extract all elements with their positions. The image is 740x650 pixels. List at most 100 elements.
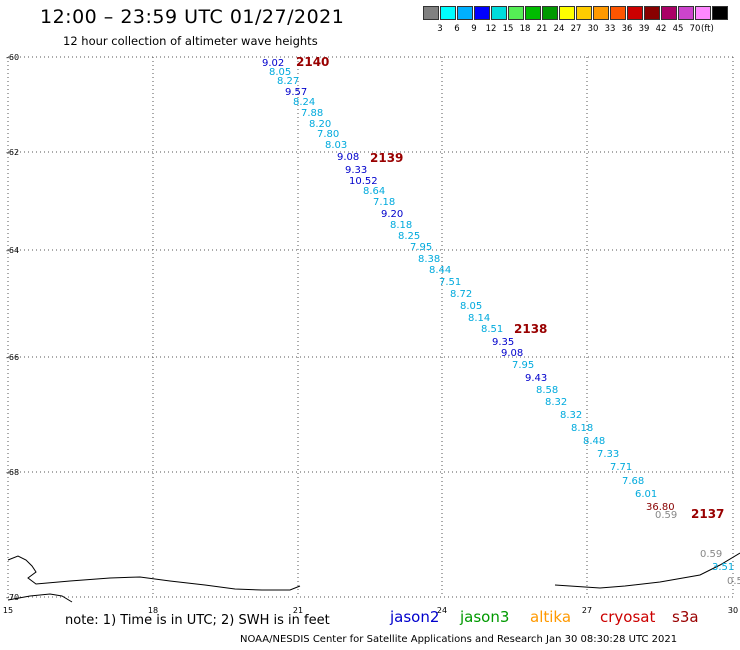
swh-value: 8.51 — [481, 324, 503, 335]
legend-label: 12 — [485, 24, 497, 34]
legend-swatch — [491, 6, 507, 20]
swh-value: 0.59 — [700, 549, 722, 560]
color-legend: 3 6 9 12 15 18 21 24 27 30 33 36 39 42 45 70 (ft) — [423, 6, 729, 34]
legend-swatch — [695, 6, 711, 20]
swh-value: 8.72 — [450, 289, 472, 300]
swh-value: 9.20 — [381, 209, 403, 220]
swh-value: 8.32 — [560, 410, 582, 421]
swh-value: 7.51 — [439, 277, 461, 288]
legend-swatch — [508, 6, 524, 20]
longitude-label: 27 — [582, 606, 592, 615]
latitude-label: -60 — [6, 53, 19, 62]
swh-value: 8.44 — [429, 265, 451, 276]
page-subtitle: 12 hour collection of altimeter wave hei… — [63, 34, 318, 48]
latitude-label: -66 — [6, 353, 19, 362]
legend-swatch — [712, 6, 728, 20]
swh-value: 8.24 — [293, 97, 315, 108]
swh-value: 8.03 — [325, 140, 347, 151]
swh-value: 9.57 — [285, 87, 307, 98]
longitude-label: 21 — [293, 606, 303, 615]
legend-swatch — [457, 6, 473, 20]
swh-value: 9.08 — [337, 152, 359, 163]
swh-value: 0.5 — [727, 576, 740, 587]
swh-value: 10.52 — [349, 176, 378, 187]
swh-value: 8.18 — [571, 423, 593, 434]
coastline — [7, 555, 301, 591]
swh-value: 7.18 — [373, 197, 395, 208]
latitude-label: -64 — [6, 246, 19, 255]
swh-value: 7.33 — [597, 449, 619, 460]
legend-label: 21 — [536, 24, 548, 34]
satellite-name: jason2 — [390, 608, 440, 626]
coastline-south — [7, 593, 73, 603]
legend-label: 9 — [471, 24, 477, 34]
legend-label: 27 — [570, 24, 582, 34]
latitude-label: -68 — [6, 468, 19, 477]
legend-label: 45 — [672, 24, 684, 34]
swh-value: 8.38 — [418, 254, 440, 265]
legend-swatch — [644, 6, 660, 20]
satellite-name: cryosat — [600, 608, 656, 626]
legend-label: 33 — [604, 24, 616, 34]
orbit-label: 2138 — [514, 322, 547, 336]
swh-value: 0.59 — [655, 510, 677, 521]
swh-value: 9.02 — [262, 58, 284, 69]
legend-swatch — [661, 6, 677, 20]
swh-value: 8.14 — [468, 313, 490, 324]
longitude-label: 18 — [148, 606, 158, 615]
legend-unit: (ft) — [701, 24, 714, 34]
swh-value: 7.95 — [512, 360, 534, 371]
legend-label: 18 — [519, 24, 531, 34]
swh-value: 9.43 — [525, 373, 547, 384]
longitude-label: 30 — [728, 606, 738, 615]
swh-value: 7.88 — [301, 108, 323, 119]
legend-label: 3 — [437, 24, 443, 34]
legend-label: 6 — [454, 24, 460, 34]
swh-value: 36.80 — [646, 502, 675, 513]
credits-footer: NOAA/NESDIS Center for Satellite Applica… — [240, 634, 678, 645]
graticule — [7, 56, 734, 598]
legend-swatch — [525, 6, 541, 20]
satellite-name: s3a — [672, 608, 699, 626]
coastline-east — [554, 552, 740, 589]
legend-swatches — [423, 6, 729, 20]
orbit-label: 2140 — [296, 55, 329, 69]
legend-swatch — [610, 6, 626, 20]
swh-value: 6.01 — [635, 489, 657, 500]
legend-label: 39 — [638, 24, 650, 34]
swh-value: 7.80 — [317, 129, 339, 140]
latitude-label: -70 — [6, 593, 19, 602]
swh-value: 8.58 — [536, 385, 558, 396]
legend-swatch — [627, 6, 643, 20]
swh-value: 7.95 — [410, 242, 432, 253]
satellite-track: 9.028.058.279.578.247.888.207.808.039.08… — [262, 58, 740, 587]
longitude-label: 24 — [437, 606, 447, 615]
legend-swatch — [542, 6, 558, 20]
legend-label: 42 — [655, 24, 667, 34]
swh-value: 7.71 — [610, 462, 632, 473]
orbit-label: 2139 — [370, 151, 403, 165]
swh-value: 8.20 — [309, 119, 331, 130]
legend-swatch — [474, 6, 490, 20]
legend-label: 15 — [502, 24, 514, 34]
legend-swatch — [678, 6, 694, 20]
page-title: 12:00 – 23:59 UTC 01/27/2021 — [40, 6, 345, 28]
latitude-labels: -60 -62 -64 -66 -68 -70 — [6, 53, 19, 602]
swh-value: 8.48 — [583, 436, 605, 447]
swh-value: 8.27 — [277, 76, 299, 87]
legend-labels: 3 6 9 12 15 18 21 24 27 30 33 36 39 42 45 70 (ft) — [423, 24, 740, 36]
swh-value: 8.05 — [269, 67, 291, 78]
swh-value: 8.32 — [545, 397, 567, 408]
legend-label: 30 — [587, 24, 599, 34]
legend-label: 70 — [689, 24, 701, 34]
swh-value: 8.25 — [398, 231, 420, 242]
swh-value: 9.08 — [501, 348, 523, 359]
swh-value: 9.35 — [492, 337, 514, 348]
longitude-labels: 15 18 21 24 27 30 — [3, 606, 738, 615]
legend-swatch — [593, 6, 609, 20]
legend-label: 24 — [553, 24, 565, 34]
satellite-name: jason3 — [460, 608, 510, 626]
swh-value: 9.33 — [345, 165, 367, 176]
swh-value: 7.68 — [622, 476, 644, 487]
